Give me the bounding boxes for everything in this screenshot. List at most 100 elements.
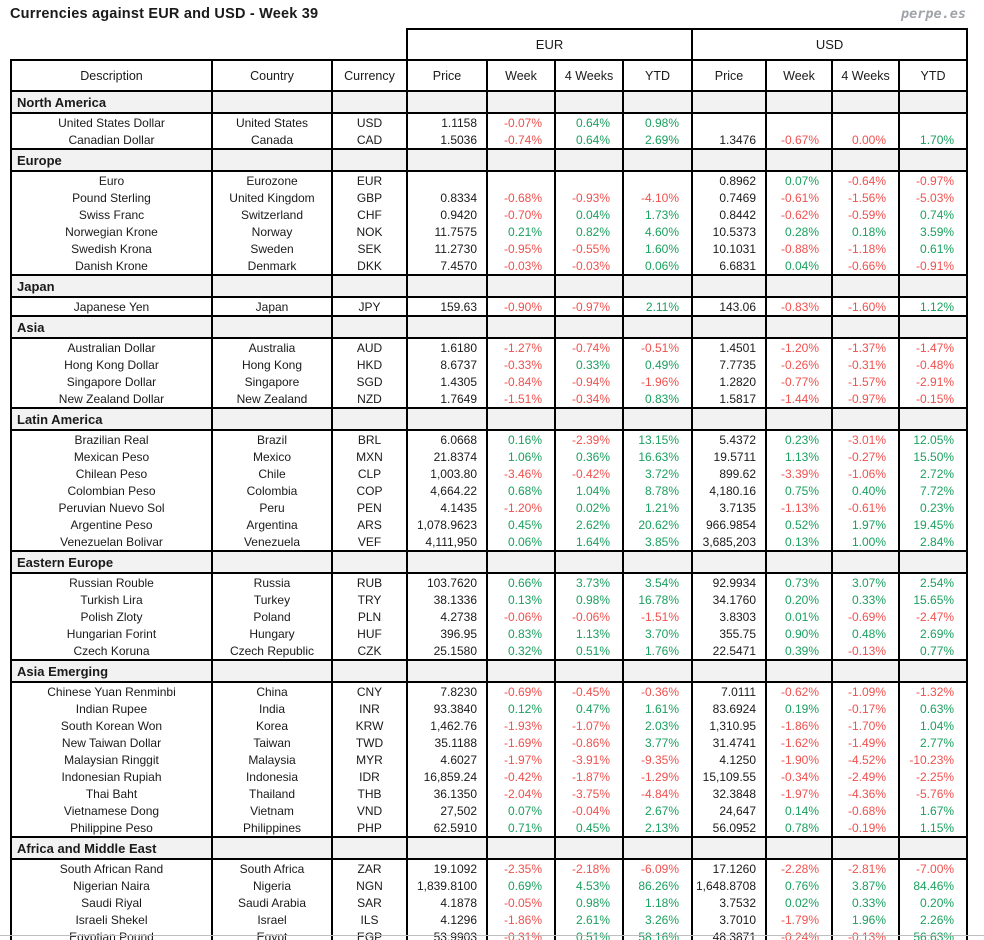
country-cell: Eurozone [211, 171, 333, 189]
column-header-week-usd: Week [765, 59, 834, 92]
usd-price-cell: 6.6831 [691, 257, 768, 275]
currency-row-CZK: Czech Koruna Czech Republic CZK 25.1580 0.32… [10, 642, 969, 660]
usd-ytd-cell: 3.59% [898, 223, 969, 240]
usd-ytd-cell: 0.61% [898, 240, 969, 257]
eur-ytd-cell: 3.85% [622, 533, 694, 551]
eur-4weeks-cell: -0.04% [554, 802, 625, 819]
description-cell: Brazilian Real [10, 430, 213, 448]
usd-4weeks-cell: -1.49% [831, 734, 901, 751]
usd-ytd-cell: 1.67% [898, 802, 969, 819]
eur-price-cell: 159.63 [406, 297, 489, 316]
eur-4weeks-cell: -0.34% [554, 390, 625, 408]
usd-4weeks-cell: -1.70% [831, 717, 901, 734]
usd-price-cell: 0.7469 [691, 189, 768, 206]
usd-ytd-cell: -0.97% [898, 171, 969, 189]
usd-week-cell: 0.19% [765, 700, 834, 717]
eur-ytd-cell: 16.63% [622, 448, 694, 465]
currency-code-cell: BRL [330, 430, 409, 448]
section-empty-cell [831, 274, 901, 298]
usd-price-cell: 1,648.8708 [691, 877, 768, 894]
currency-row-TWD: New Taiwan Dollar Taiwan TWD 35.1188 -1.69% -… [10, 734, 969, 751]
eur-4weeks-cell: -0.06% [554, 608, 625, 625]
usd-week-cell: 0.13% [765, 533, 834, 551]
usd-price-cell: 17.1260 [691, 859, 768, 877]
section-empty-cell [211, 315, 333, 339]
section-empty-cell [831, 407, 901, 431]
section-empty-cell [765, 148, 834, 172]
eur-4weeks-cell: -0.93% [554, 189, 625, 206]
usd-price-cell: 3.7135 [691, 499, 768, 516]
usd-ytd-cell: -0.91% [898, 257, 969, 275]
currency-code-cell: MYR [330, 751, 409, 768]
eur-4weeks-cell: 1.64% [554, 533, 625, 551]
eur-price-cell: 396.95 [406, 625, 489, 642]
currency-code-cell: NGN [330, 877, 409, 894]
usd-price-cell: 899.62 [691, 465, 768, 482]
section-empty-cell [765, 274, 834, 298]
section-empty-cell [406, 315, 489, 339]
usd-4weeks-cell: 0.33% [831, 894, 901, 911]
eur-price-cell: 11.7575 [406, 223, 489, 240]
eur-week-cell: -3.46% [486, 465, 557, 482]
currency-code-cell: IDR [330, 768, 409, 785]
country-cell: Venezuela [211, 533, 333, 551]
currency-row-VEF: Venezuelan Bolivar Venezuela VEF 4,111,950 0… [10, 533, 969, 551]
usd-week-cell: 0.39% [765, 642, 834, 660]
usd-price-cell: 4,180.16 [691, 482, 768, 499]
section-empty-cell [406, 148, 489, 172]
country-cell: Hong Kong [211, 356, 333, 373]
usd-ytd-cell: 12.05% [898, 430, 969, 448]
eur-price-cell: 36.1350 [406, 785, 489, 802]
currency-row-COP: Colombian Peso Colombia COP 4,664.22 0.68% 1.… [10, 482, 969, 499]
eur-price-cell: 53.9903 [406, 928, 489, 940]
group-header-row: EUR USD [11, 28, 969, 61]
eur-week-cell: -0.03% [486, 257, 557, 275]
description-cell: New Taiwan Dollar [10, 734, 213, 751]
usd-ytd-cell: 19.45% [898, 516, 969, 533]
description-cell: Chinese Yuan Renminbi [10, 682, 213, 700]
country-cell: India [211, 700, 333, 717]
group-header-eur: EUR [406, 28, 694, 61]
eur-ytd-cell: 1.18% [622, 894, 694, 911]
usd-ytd-cell: -5.76% [898, 785, 969, 802]
eur-price-cell: 25.1580 [406, 642, 489, 660]
usd-ytd-cell [898, 113, 969, 131]
description-cell: Peruvian Nuevo Sol [10, 499, 213, 516]
usd-price-cell: 32.3848 [691, 785, 768, 802]
eur-4weeks-cell: 0.64% [554, 131, 625, 149]
description-cell: Australian Dollar [10, 338, 213, 356]
usd-week-cell: -0.24% [765, 928, 834, 940]
section-empty-cell [554, 90, 625, 114]
eur-price-cell: 1,003.80 [406, 465, 489, 482]
section-empty-cell [765, 315, 834, 339]
section-empty-cell [898, 836, 969, 860]
description-cell: Indian Rupee [10, 700, 213, 717]
eur-week-cell: -0.95% [486, 240, 557, 257]
eur-4weeks-cell: -0.45% [554, 682, 625, 700]
currency-row-NGN: Nigerian Naira Nigeria NGN 1,839.8100 0.69% 4… [10, 877, 969, 894]
usd-ytd-cell: 15.65% [898, 591, 969, 608]
eur-price-cell: 1,462.76 [406, 717, 489, 734]
section-label: Latin America [10, 407, 213, 431]
currency-table: EUR USD Description Country Currency Price Wee… [10, 28, 969, 940]
description-cell: Israeli Shekel [10, 911, 213, 928]
usd-ytd-cell: 56.63% [898, 928, 969, 940]
description-cell: Turkish Lira [10, 591, 213, 608]
description-cell: Hong Kong Dollar [10, 356, 213, 373]
eur-ytd-cell: 0.98% [622, 113, 694, 131]
section-row-europe: Europe [10, 148, 969, 172]
section-empty-cell [554, 550, 625, 574]
currency-row-GBP: Pound Sterling United Kingdom GBP 0.8334 -0.… [10, 189, 969, 206]
currency-row-CNY: Chinese Yuan Renminbi China CNY 7.8230 -0.69… [10, 682, 969, 700]
usd-ytd-cell: 2.26% [898, 911, 969, 928]
currency-code-cell: EGP [330, 928, 409, 940]
section-empty-cell [622, 90, 694, 114]
eur-ytd-cell: 3.54% [622, 573, 694, 591]
usd-ytd-cell: -7.00% [898, 859, 969, 877]
usd-week-cell: -0.34% [765, 768, 834, 785]
eur-4weeks-cell: 1.04% [554, 482, 625, 499]
section-empty-cell [622, 836, 694, 860]
description-cell: Egyptian Pound [10, 928, 213, 940]
eur-ytd-cell: 13.15% [622, 430, 694, 448]
eur-4weeks-cell: 0.45% [554, 819, 625, 837]
